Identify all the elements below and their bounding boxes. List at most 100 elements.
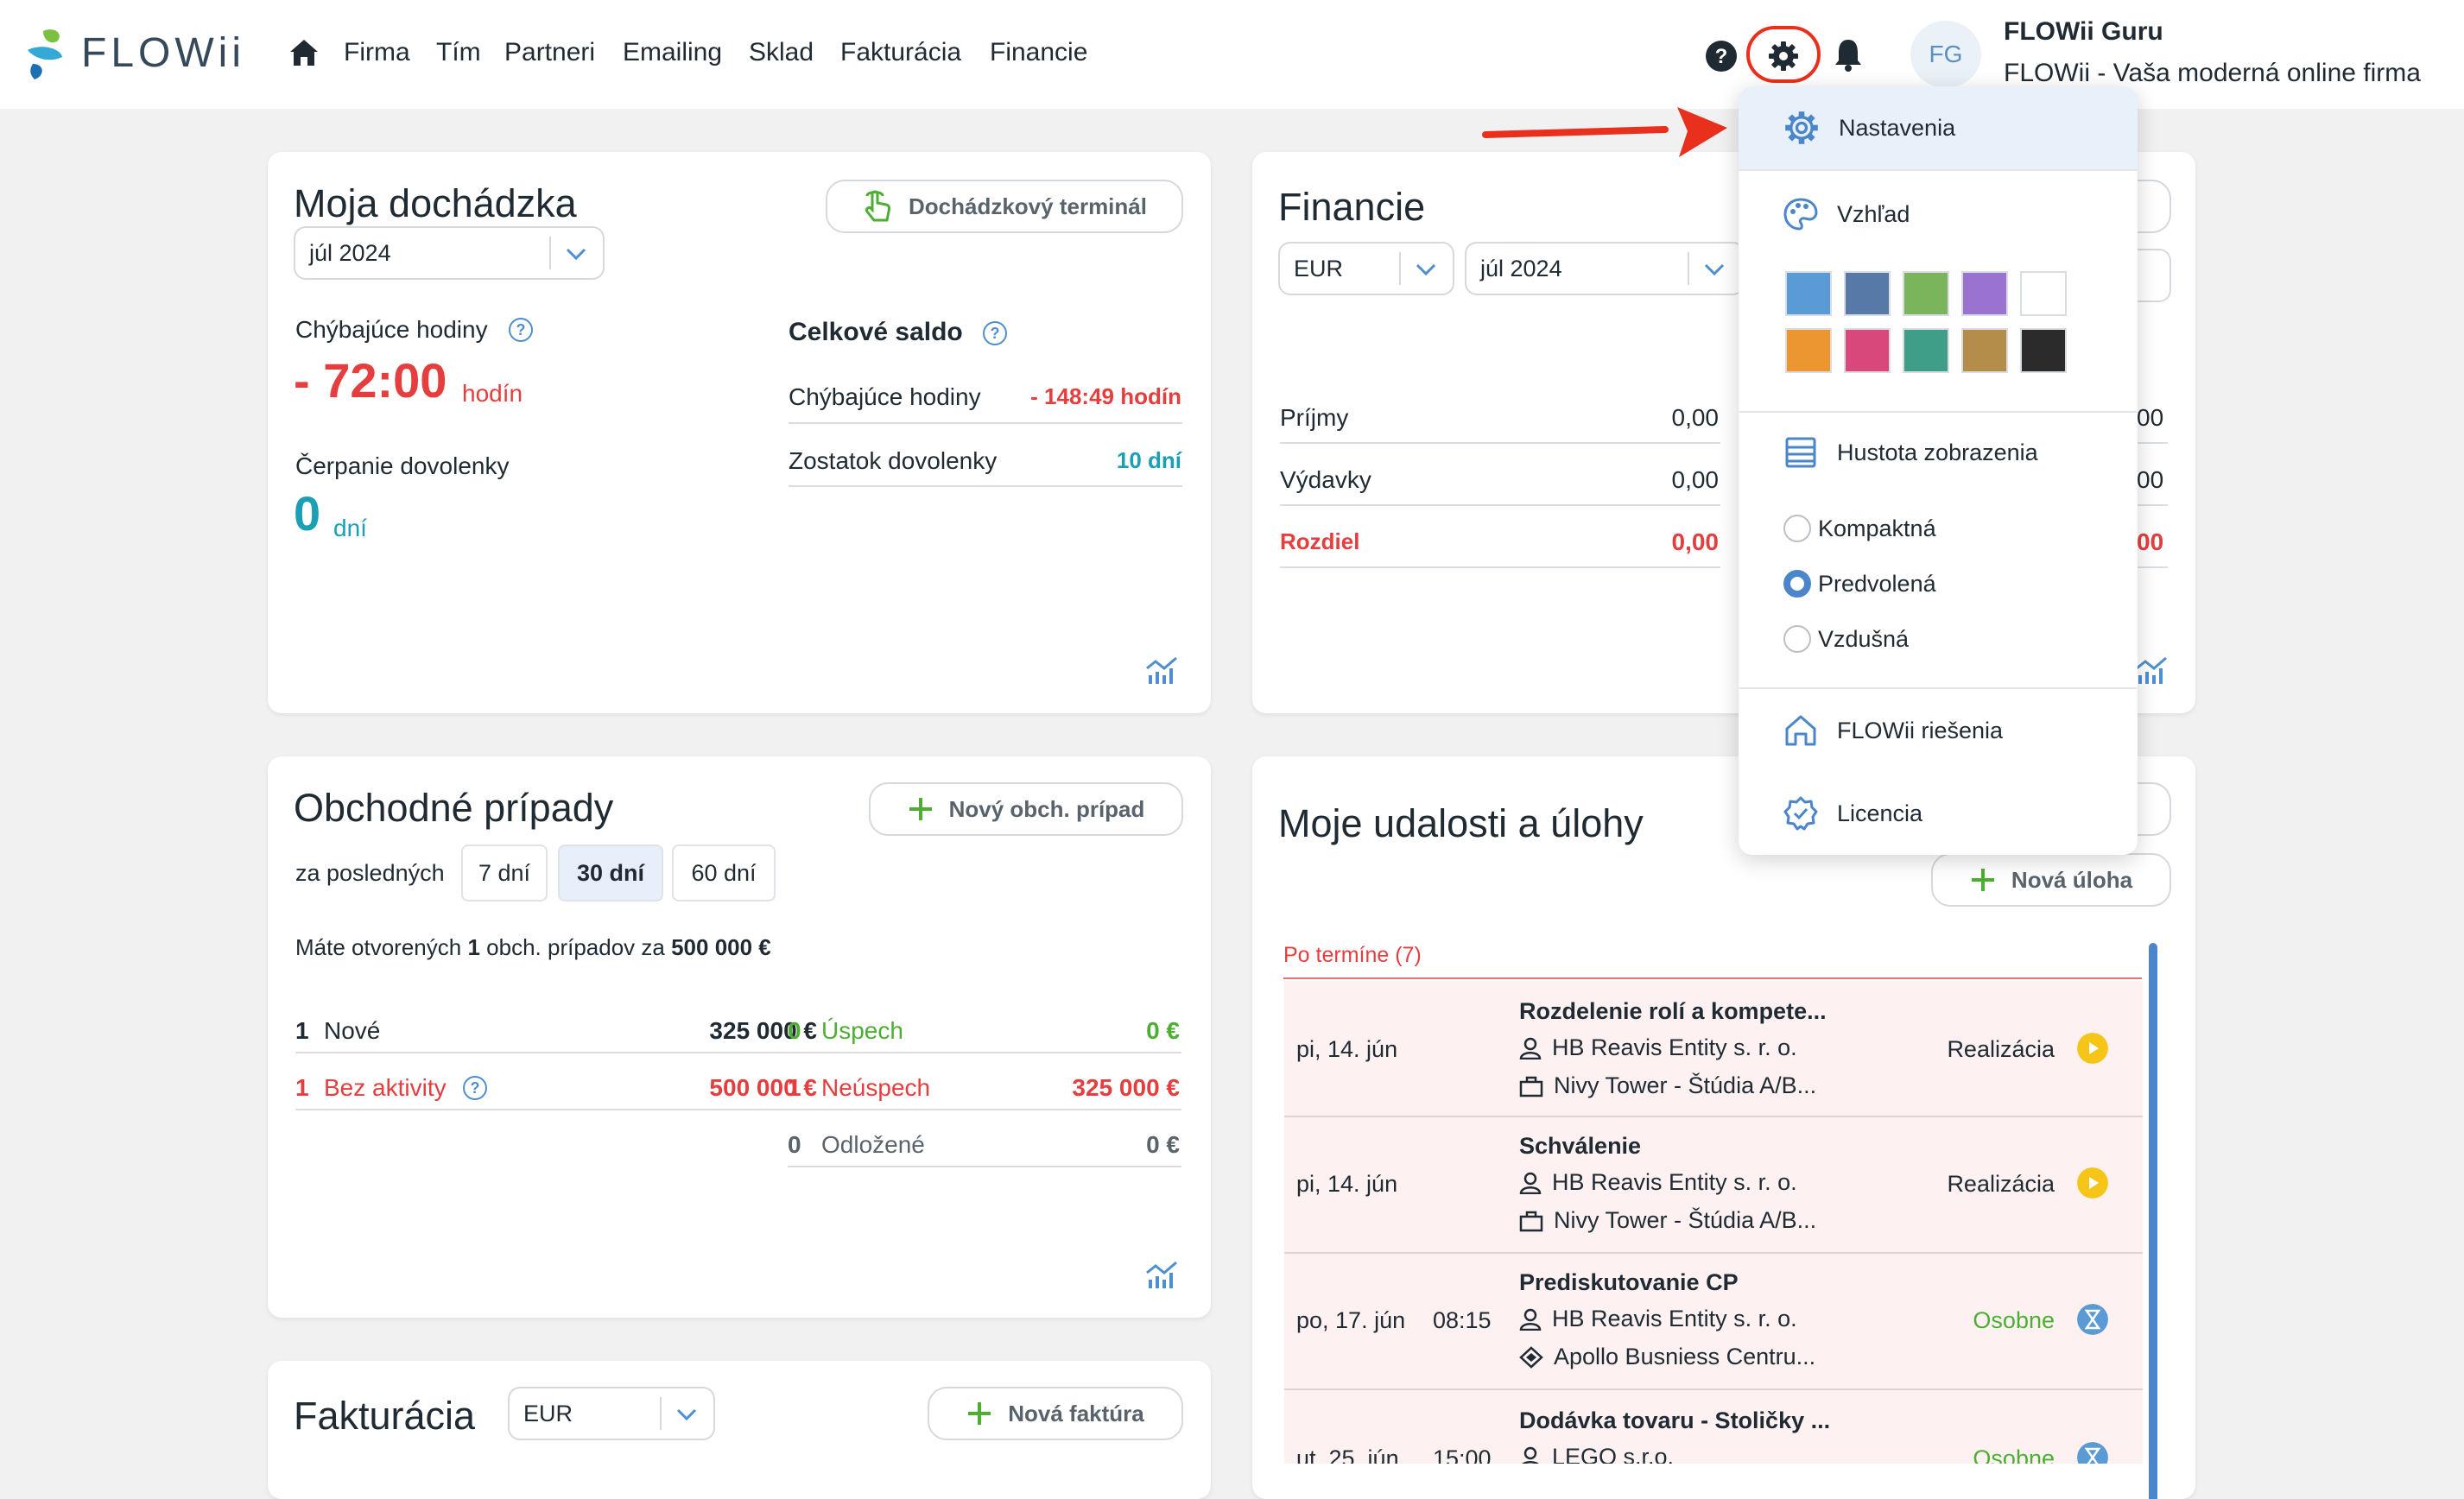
help-icon[interactable]: ? [463,1076,487,1100]
balance-missing-label: Chýbajúce hodiny [789,383,981,410]
event-time: 15:00 [1433,1445,1492,1464]
deal-status-value: 0 € [1146,1017,1180,1044]
period-chip-30[interactable]: 30 dní [558,844,663,901]
user-name[interactable]: FLOWii Guru [2004,17,2163,46]
nav-emailing[interactable]: Emailing [623,38,723,66]
scrollbar[interactable] [2149,943,2157,1499]
deal-status-label[interactable]: Odložené [821,1131,925,1158]
avatar[interactable]: FG [1910,21,1981,88]
density-compact-radio[interactable]: Kompaktná [1783,515,1936,542]
color-swatch-black[interactable] [2020,328,2067,373]
help-icon[interactable]: ? [509,318,533,342]
plus-icon [909,798,932,820]
color-swatch-white[interactable] [2020,271,2067,316]
help-icon[interactable]: ? [983,321,1007,345]
finance-row-value: 0,00 [1671,404,1720,431]
hourglass-icon[interactable] [2077,1442,2108,1464]
menu-item-density[interactable]: Hustota zobrazenia [1739,425,2138,480]
attendance-terminal-button[interactable]: Dochádzkový terminál [826,180,1183,233]
hourglass-icon[interactable] [2077,1304,2108,1335]
color-swatch-brown[interactable] [1961,328,2008,373]
nav-tim[interactable]: Tím [436,38,481,66]
event-company: HB Reavis Entity s. r. o. [1519,1306,1797,1332]
menu-item-license[interactable]: Licencia [1739,786,2138,841]
logo-text[interactable]: FLOWii [81,30,245,76]
home-icon[interactable] [288,38,320,67]
deal-status-value: 0 € [1146,1131,1180,1158]
color-swatch-pink[interactable] [1844,328,1891,373]
vacation-left-label: Zostatok dovolenky [789,447,998,474]
deal-status-value: 500 000 € [709,1074,817,1101]
nav-sklad[interactable]: Sklad [749,38,814,66]
event-row[interactable]: ut, 25. jún 15:00 Dodávka tovaru - Stoli… [1284,1390,2143,1464]
deal-count: 0 [788,1131,801,1158]
deal-status-label[interactable]: Bez aktivity [324,1074,447,1101]
card-title: Fakturácia [294,1394,476,1438]
density-default-radio[interactable]: Predvolená [1783,570,1936,598]
menu-item-label: Licencia [1837,800,1923,826]
new-deal-button[interactable]: Nový obch. prípad [869,782,1183,836]
chart-icon[interactable] [2135,656,2169,686]
color-swatch-teal[interactable] [1903,328,1949,373]
currency-select[interactable]: EUR [1278,242,1454,295]
event-title: Rozdelenie rolí a kompete... [1519,998,1827,1024]
event-status: Realizácia [1947,1171,2055,1197]
nav-firma[interactable]: Firma [344,38,410,66]
new-invoice-button[interactable]: Nová faktúra [928,1387,1183,1440]
nav-financie[interactable]: Financie [990,38,1088,66]
person-icon [1519,1308,1542,1331]
overdue-label: Po termíne (7) [1283,943,1422,967]
menu-item-appearance[interactable]: Vzhľad [1739,187,2138,242]
event-project: Apollo Busniess Centru... [1519,1344,1815,1370]
chevron-down-icon [566,248,586,261]
color-swatch-blue[interactable] [1785,271,1832,316]
new-invoice-label: Nová faktúra [1008,1400,1144,1426]
event-date: ut, 25. jún [1296,1445,1399,1464]
missing-hours-label: Chýbajúce hodiny [295,316,488,343]
vacation-value: 0 [294,486,321,541]
color-swatch-purple[interactable] [1961,271,2008,316]
person-icon [1521,1446,1540,1464]
handshake-icon [1519,1345,1543,1369]
radio-label: Kompaktná [1818,515,1936,541]
color-swatch-orange[interactable] [1785,328,1832,373]
gear-icon[interactable] [1767,40,1800,73]
period-chip-7[interactable]: 7 dní [461,844,548,901]
deal-status-label[interactable]: Nové [324,1017,381,1044]
invoice-currency-select[interactable]: EUR [508,1387,715,1440]
balance-missing-value: - 148:49 hodín [1030,383,1181,409]
period-chip-60[interactable]: 60 dní [672,844,776,901]
verified-badge-icon [1783,796,1818,831]
deal-status-label[interactable]: Neúspech [821,1074,931,1101]
month-select[interactable]: júl 2024 [294,226,605,280]
missing-hours-unit: hodín [462,380,523,407]
play-icon[interactable] [2077,1167,2108,1199]
list-density-icon [1785,437,1816,468]
new-task-label: Nová úloha [2011,866,2133,893]
chart-icon[interactable] [1145,1261,1180,1290]
event-status: Osobne [1973,1307,2055,1333]
event-row[interactable]: pi, 14. jún Rozdelenie rolí a kompete...… [1284,981,2143,1116]
finance-month-select[interactable]: júl 2024 [1465,242,1745,295]
radio-label: Vzdušná [1818,625,1910,652]
menu-item-settings[interactable]: Nastavenia [1739,86,2138,169]
color-swatch-navy[interactable] [1844,271,1891,316]
event-row[interactable]: po, 17. jún 08:15 Prediskutovanie CP HB … [1284,1254,2143,1388]
bell-icon[interactable] [1833,38,1864,73]
flowii-logo-icon[interactable] [26,26,69,81]
touch-icon [865,190,891,222]
event-row[interactable]: pi, 14. jún Schválenie HB Reavis Entity … [1284,1117,2143,1252]
nav-fakturacia[interactable]: Fakturácia [840,38,962,66]
play-icon[interactable] [2077,1033,2108,1064]
color-swatch-green[interactable] [1903,271,1949,316]
nav-partneri[interactable]: Partneri [504,38,596,66]
menu-item-solutions[interactable]: FLOWii riešenia [1739,703,2138,758]
missing-hours-value: - 72:00 [294,353,447,408]
menu-item-label: FLOWii riešenia [1837,717,2004,743]
total-balance-label: Celkové saldo [789,318,963,346]
deal-status-label[interactable]: Úspech [821,1017,903,1044]
density-airy-radio[interactable]: Vzdušná [1783,625,1909,653]
help-icon[interactable]: ? [1705,40,1738,73]
chart-icon[interactable] [1145,656,1180,686]
new-task-button[interactable]: Nová úloha [1931,853,2171,907]
